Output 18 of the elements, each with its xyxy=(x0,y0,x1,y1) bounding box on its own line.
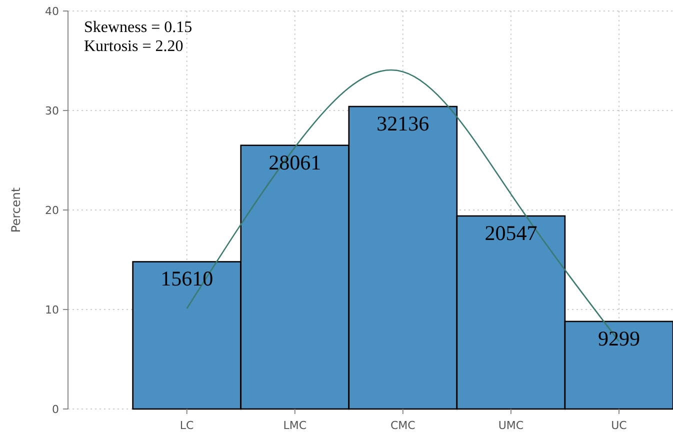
annotation: 32136 xyxy=(376,112,430,136)
x-tick-label: LMC xyxy=(283,419,307,432)
x-tick-label: UC xyxy=(611,419,628,432)
annotation: 15610 xyxy=(160,266,214,291)
y-tick-label: 10 xyxy=(45,303,59,316)
y-axis-title: Percent xyxy=(9,187,23,233)
y-tick-label: 0 xyxy=(52,402,59,416)
y-tick-label: 30 xyxy=(45,104,59,118)
annotation: Skewness = 0.15 xyxy=(84,19,192,36)
y-tick-label: 40 xyxy=(45,4,59,18)
annotation: 9299 xyxy=(598,326,640,350)
annotation: Kurtosis = 2.20 xyxy=(84,38,184,55)
x-tick-label: LC xyxy=(180,419,194,432)
y-tick-label: 20 xyxy=(45,204,59,217)
x-tick-label: CMC xyxy=(390,419,416,432)
annotation: 20547 xyxy=(484,220,538,245)
annotation: 28061 xyxy=(268,150,322,174)
x-tick-label: UMC xyxy=(498,419,524,432)
